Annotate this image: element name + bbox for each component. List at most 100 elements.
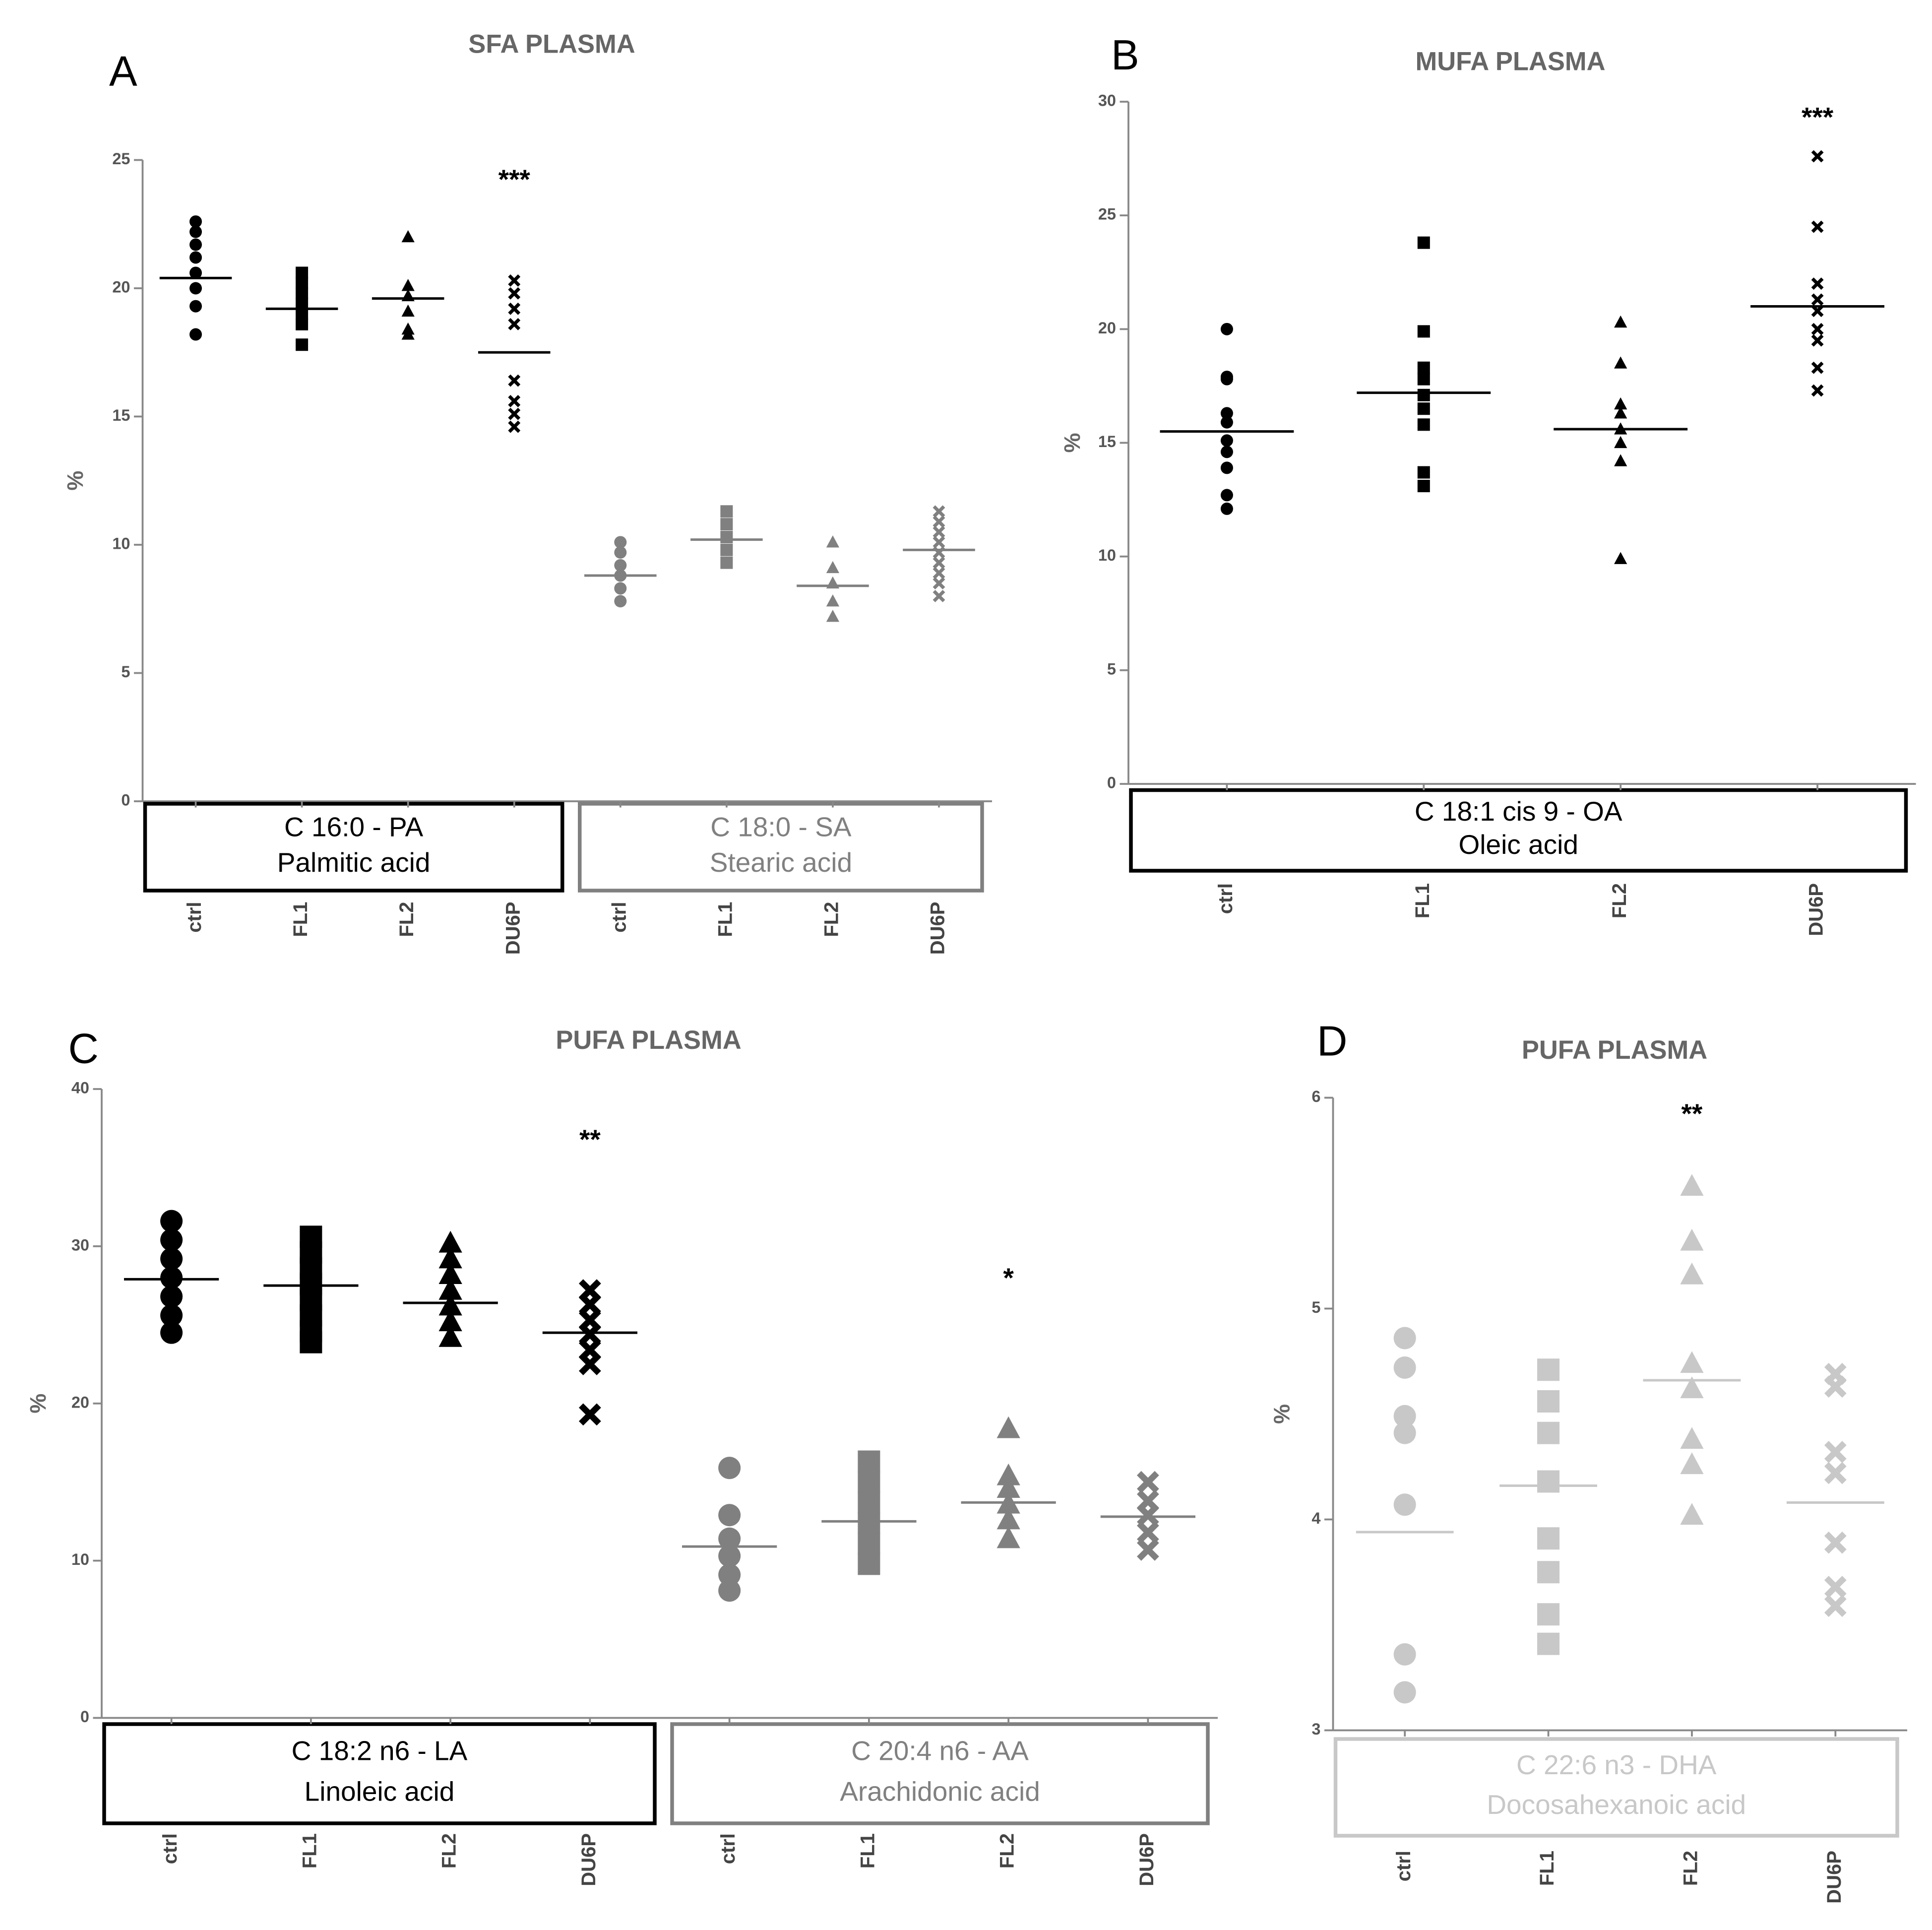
triangle-marker bbox=[997, 1526, 1020, 1548]
dot-marker bbox=[160, 1304, 183, 1327]
dot-marker bbox=[189, 215, 202, 228]
square-marker bbox=[720, 556, 733, 569]
x-tick-label: FL1 bbox=[857, 1833, 878, 1868]
dot-marker bbox=[189, 238, 202, 251]
x-marker bbox=[578, 1353, 601, 1375]
y-tick-label: 15 bbox=[112, 406, 130, 424]
x-tick-label: FL2 bbox=[997, 1833, 1018, 1868]
dot-marker bbox=[1393, 1643, 1416, 1666]
dot-marker bbox=[718, 1563, 741, 1586]
square-marker bbox=[858, 1491, 880, 1514]
x-marker bbox=[508, 420, 521, 433]
y-axis-label: % bbox=[1269, 1404, 1294, 1424]
triangle-marker bbox=[438, 1230, 462, 1253]
square-marker bbox=[1417, 373, 1430, 386]
triangle-marker bbox=[401, 327, 415, 340]
triangle-marker bbox=[1680, 1174, 1704, 1196]
y-tick-label: 5 bbox=[1311, 1298, 1320, 1316]
dot-marker bbox=[614, 595, 627, 608]
square-marker bbox=[1417, 466, 1430, 479]
y-tick-label: 15 bbox=[1098, 433, 1116, 450]
dot-marker bbox=[1393, 1421, 1416, 1444]
x-marker bbox=[933, 525, 945, 538]
triangle-marker bbox=[1614, 315, 1627, 328]
chart-title: PUFA PLASMA bbox=[556, 1026, 741, 1055]
triangle-marker bbox=[826, 561, 840, 574]
y-tick-label: 25 bbox=[112, 150, 130, 168]
square-marker bbox=[720, 543, 733, 556]
y-tick-label: 6 bbox=[1311, 1088, 1320, 1105]
triangle-marker bbox=[438, 1246, 462, 1269]
square-marker bbox=[1537, 1390, 1560, 1413]
x-tick-label: FL2 bbox=[820, 902, 842, 937]
x-marker bbox=[1811, 305, 1824, 318]
x-marker bbox=[933, 536, 945, 549]
triangle-marker bbox=[1614, 552, 1627, 564]
x-marker bbox=[508, 318, 521, 330]
x-marker bbox=[1824, 1531, 1847, 1554]
y-tick-label: 10 bbox=[1098, 546, 1116, 564]
y-tick-label: 30 bbox=[1098, 92, 1116, 110]
y-tick-label: 25 bbox=[1098, 205, 1116, 223]
legend-name: C 18:1 cis 9 - OA bbox=[1415, 796, 1622, 827]
dot-marker bbox=[1220, 416, 1233, 429]
x-tick-label: ctrl bbox=[184, 902, 205, 933]
dot-marker bbox=[189, 328, 202, 341]
square-marker bbox=[1417, 418, 1430, 431]
triangle-marker bbox=[826, 535, 840, 548]
significance: ** bbox=[579, 1124, 601, 1155]
dot-marker bbox=[718, 1504, 741, 1527]
x-marker bbox=[1811, 220, 1824, 233]
dot-marker bbox=[614, 546, 627, 559]
square-marker bbox=[720, 518, 733, 531]
square-marker bbox=[858, 1512, 880, 1535]
triangle-marker bbox=[1680, 1452, 1704, 1475]
significance: * bbox=[1003, 1262, 1014, 1293]
square-marker bbox=[1417, 325, 1430, 338]
x-tick-label: FL2 bbox=[1609, 883, 1630, 918]
x-marker bbox=[508, 395, 521, 407]
legend-box bbox=[670, 1722, 1210, 1825]
significance: ** bbox=[1682, 1098, 1703, 1129]
x-tick-label: ctrl bbox=[1393, 1851, 1415, 1881]
dot-marker bbox=[1393, 1356, 1416, 1379]
legend-name: C 22:6 n3 - DHA bbox=[1516, 1749, 1717, 1780]
x-tick-label: FL1 bbox=[714, 902, 736, 937]
x-marker bbox=[578, 1403, 601, 1426]
x-tick-label: ctrl bbox=[159, 1833, 181, 1864]
x-marker bbox=[508, 407, 521, 420]
triangle-marker bbox=[401, 304, 415, 317]
x-tick-label: ctrl bbox=[608, 902, 630, 933]
dot-marker bbox=[1220, 373, 1233, 386]
legend-subtitle: Palmitic acid bbox=[277, 847, 431, 878]
dot-marker bbox=[1220, 502, 1233, 515]
triangle-marker bbox=[401, 230, 415, 243]
square-marker bbox=[1537, 1527, 1560, 1550]
triangle-marker bbox=[438, 1309, 462, 1332]
square-marker bbox=[296, 338, 309, 351]
y-tick-label: 5 bbox=[1107, 660, 1116, 678]
square-marker bbox=[300, 1331, 322, 1353]
x-marker bbox=[508, 374, 521, 387]
x-marker bbox=[933, 505, 945, 518]
legend-box bbox=[1333, 1737, 1899, 1838]
legend-subtitle: Oleic acid bbox=[1459, 829, 1578, 860]
square-marker bbox=[1537, 1421, 1560, 1444]
panel-letter: D bbox=[1317, 1018, 1347, 1065]
y-tick-label: 0 bbox=[80, 1708, 89, 1726]
x-marker bbox=[1136, 1521, 1159, 1544]
x-marker bbox=[1811, 277, 1824, 290]
triangle-marker bbox=[826, 594, 840, 607]
dot-marker bbox=[718, 1579, 741, 1602]
triangle-marker bbox=[1680, 1427, 1704, 1449]
triangle-marker bbox=[826, 610, 840, 622]
square-marker bbox=[1537, 1603, 1560, 1626]
triangle-marker bbox=[1614, 406, 1627, 419]
y-tick-label: 0 bbox=[1107, 774, 1116, 792]
x-marker bbox=[933, 556, 945, 569]
legend-subtitle: Arachidonic acid bbox=[840, 1776, 1040, 1807]
square-marker bbox=[720, 530, 733, 543]
dot-marker bbox=[160, 1228, 183, 1251]
panel-letter: A bbox=[109, 48, 137, 95]
square-marker bbox=[1417, 361, 1430, 374]
